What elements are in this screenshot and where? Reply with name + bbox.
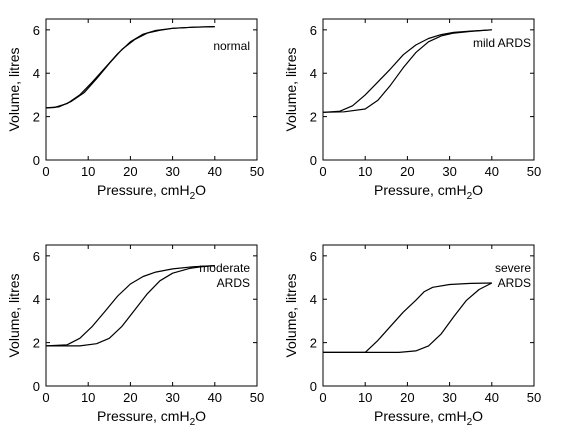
inflation-curve <box>323 282 492 353</box>
panel-annotation: ARDS <box>217 276 250 290</box>
y-tick-label: 0 <box>310 379 317 394</box>
panel-annotation: severe <box>495 261 531 275</box>
panel-annotation: moderate <box>199 261 250 275</box>
plot-frame <box>322 18 535 161</box>
y-axis-label: Volume, litres <box>6 47 22 131</box>
x-tick-label: 50 <box>250 390 264 405</box>
deflation-curve <box>323 282 493 353</box>
x-tick-label: 40 <box>208 164 222 179</box>
y-tick-label: 0 <box>33 153 40 168</box>
y-tick-label: 4 <box>310 292 317 307</box>
inflation-curve <box>45 265 215 347</box>
panel-annotation: ARDS <box>498 276 531 290</box>
chart-panel-3: 0 10 20 30 40 50 0 2 4 6 Pressure, cmH2O Volume, li… <box>6 244 264 428</box>
y-axis-label: Volume, litres <box>6 273 22 357</box>
x-axis-label: Pressure, cmH2O <box>374 408 483 428</box>
chart-panel-2: 0 10 20 30 40 50 0 2 4 6 Pressure, cmH2O Volume, li… <box>283 18 541 202</box>
x-tick-label: 30 <box>165 164 179 179</box>
x-axis-label: Pressure, cmH2O <box>97 408 206 428</box>
deflation-curve <box>322 29 492 113</box>
y-tick-label: 2 <box>310 110 317 125</box>
x-tick-label: 50 <box>527 390 541 405</box>
x-tick-label: 0 <box>319 164 326 179</box>
y-tick-label: 2 <box>310 336 317 351</box>
x-tick-label: 10 <box>81 390 95 405</box>
y-tick-label: 6 <box>310 249 317 264</box>
panel-annotation: normal <box>213 39 250 53</box>
y-tick-label: 0 <box>33 379 40 394</box>
panel-annotation: mild ARDS <box>473 36 531 50</box>
y-tick-label: 4 <box>310 66 317 81</box>
inflation-curve <box>322 29 492 113</box>
y-axis-label: Volume, litres <box>283 273 299 357</box>
plot-frame <box>45 18 258 161</box>
x-axis-label: Pressure, cmH2O <box>97 182 206 202</box>
inflation-curve <box>45 26 215 109</box>
x-tick-label: 50 <box>250 164 264 179</box>
x-tick-label: 20 <box>400 164 414 179</box>
y-tick-label: 6 <box>33 23 40 38</box>
x-tick-label: 20 <box>123 164 137 179</box>
x-tick-label: 10 <box>358 390 372 405</box>
x-tick-label: 0 <box>42 390 49 405</box>
x-tick-label: 40 <box>485 390 499 405</box>
y-tick-label: 2 <box>33 336 40 351</box>
x-tick-label: 10 <box>358 164 372 179</box>
chart-panel-4: 0 10 20 30 40 50 0 2 4 6 Pressure, cmH2O Volume, li… <box>283 244 541 428</box>
plot-frame <box>322 244 535 387</box>
x-tick-label: 20 <box>123 390 137 405</box>
y-tick-label: 0 <box>310 153 317 168</box>
x-tick-label: 40 <box>485 164 499 179</box>
plot-frame <box>45 244 258 387</box>
y-axis-label: Volume, litres <box>283 47 299 131</box>
deflation-curve <box>46 265 215 347</box>
x-tick-label: 30 <box>442 164 456 179</box>
x-tick-label: 10 <box>81 164 95 179</box>
x-tick-label: 50 <box>527 164 541 179</box>
y-tick-label: 4 <box>33 292 40 307</box>
y-tick-label: 6 <box>310 23 317 38</box>
x-tick-label: 0 <box>42 164 49 179</box>
y-tick-label: 2 <box>33 110 40 125</box>
y-tick-label: 4 <box>33 66 40 81</box>
x-tick-label: 20 <box>400 390 414 405</box>
x-axis-label: Pressure, cmH2O <box>374 182 483 202</box>
deflation-curve <box>45 26 215 109</box>
y-tick-label: 6 <box>33 249 40 264</box>
chart-panel-1: 0 10 20 30 40 50 0 2 4 6 Pressure, cmH2O Volume, li… <box>6 18 264 202</box>
x-tick-label: 30 <box>442 390 456 405</box>
x-tick-label: 30 <box>165 390 179 405</box>
x-tick-label: 40 <box>208 390 222 405</box>
x-tick-label: 0 <box>319 390 326 405</box>
